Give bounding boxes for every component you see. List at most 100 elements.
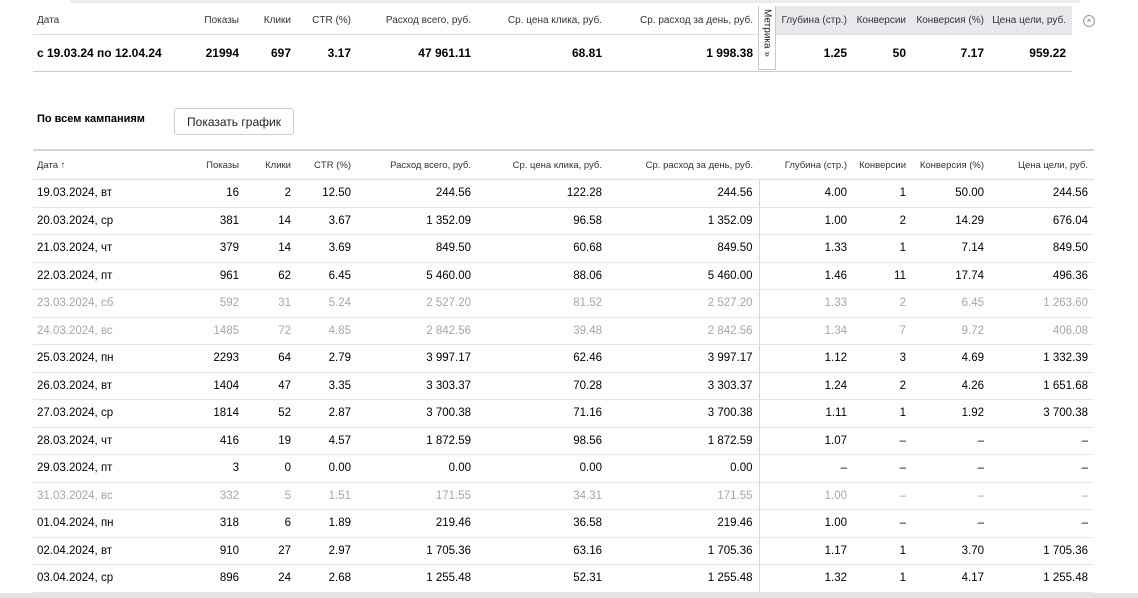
cell-conversions: 1 [853,399,912,428]
cell-impressions: 379 [183,234,245,263]
table-header-row: Дата ↑ Показы Клики CTR (%) Расход всего… [33,151,1094,180]
table-row: 21.03.2024, чт 379 14 3.69 849.50 60.68 849.50… [33,234,1094,263]
cell-avg-cpc: 96.58 [477,207,608,235]
cell-spend: 5 460.00 [357,262,477,290]
cell-conversions: 1 [853,537,912,565]
cell-goal-cost: 3 700.38 [990,399,1094,428]
cell-depth: 1.00 [759,509,853,538]
cell-ctr: 6.45 [297,262,357,290]
cell-goal-cost: 849.50 [990,234,1094,263]
header-goal-cost[interactable]: Цена цели, руб. [990,151,1094,180]
cell-goal-cost: 1 651.68 [990,372,1094,400]
table-row: 26.03.2024, вт 1404 47 3.35 3 303.37 70.28 3 3… [33,372,1094,400]
horizontal-scrollbar[interactable] [0,593,1138,598]
cell-clicks: 0 [245,454,297,483]
cell-avg-cpc: 62.46 [477,344,608,373]
cell-avg-cpc: 52.31 [477,564,608,593]
header-conv-rate[interactable]: Конверсия (%) [912,151,990,180]
cell-avg-cpc: 71.16 [477,399,608,428]
summary-header-ctr: CTR (%) [297,6,357,35]
header-spend[interactable]: Расход всего, руб. [357,151,477,180]
cell-conv-rate: 4.26 [912,372,990,400]
summary-header-avg-daily: Ср. расход за день, руб. [608,6,759,35]
cell-avg-daily: 2 842.56 [608,317,760,345]
summary-header-clicks: Клики [245,6,297,35]
summary-header-date: Дата [33,6,183,35]
cell-clicks: 31 [245,289,297,318]
cell-depth: 1.33 [759,289,853,318]
cell-date: 21.03.2024, чт [33,234,183,263]
summary-value-avg-cpc: 68.81 [477,35,608,72]
cell-conversions: 11 [853,262,912,290]
summary-value-goal-cost: 959.22 [990,35,1072,72]
header-conversions[interactable]: Конверсии [853,151,912,180]
close-circle-icon[interactable]: × [1083,15,1095,27]
summary-value-conv-rate: 7.17 [912,35,990,72]
cell-depth: 1.17 [759,537,853,565]
cell-date: 24.03.2024, вс [33,317,183,345]
cell-spend: 3 700.38 [357,399,477,428]
table-row: 24.03.2024, вс 1485 72 4.85 2 842.56 39.48 2 8… [33,317,1094,345]
cell-clicks: 5 [245,482,297,510]
cell-spend: 1 352.09 [357,207,477,235]
cell-ctr: 3.67 [297,207,357,235]
cell-avg-cpc: 88.06 [477,262,608,290]
cell-depth: 1.46 [759,262,853,290]
cell-impressions: 332 [183,482,245,510]
cell-spend: 849.50 [357,234,477,263]
cell-goal-cost: – [990,482,1094,510]
cell-spend: 1 872.59 [357,427,477,455]
cell-avg-cpc: 36.58 [477,509,608,538]
cell-conversions: 2 [853,207,912,235]
cell-depth: 1.32 [759,564,853,593]
cell-spend: 0.00 [357,454,477,483]
cell-avg-daily: 1 352.09 [608,207,760,235]
cell-date: 27.03.2024, ср [33,399,183,428]
cell-conv-rate: 50.00 [912,179,990,208]
cell-conversions: 7 [853,317,912,345]
cell-impressions: 1814 [183,399,245,428]
summary-value-spend: 47 961.11 [357,35,477,72]
cell-depth: – [759,454,853,483]
cell-conv-rate: 7.14 [912,234,990,263]
summary-header-spend: Расход всего, руб. [357,6,477,35]
summary-header-conversions: Конверсии [853,6,912,35]
cell-conv-rate: 3.70 [912,537,990,565]
cell-ctr: 2.79 [297,344,357,373]
header-ctr[interactable]: CTR (%) [297,151,357,180]
table-row: 28.03.2024, чт 416 19 4.57 1 872.59 98.56 1 87… [33,427,1094,455]
cell-ctr: 4.57 [297,427,357,455]
metrika-toggle-tab[interactable]: Метрика » [758,6,776,70]
show-chart-button[interactable]: Показать график [174,108,294,135]
table-top-border [33,149,1094,151]
cell-conv-rate: 4.69 [912,344,990,373]
cell-conv-rate: – [912,427,990,455]
summary-header-depth: Глубина (стр.) [777,6,853,35]
cell-date: 26.03.2024, вт [33,372,183,400]
table-row: 19.03.2024, вт 16 2 12.50 244.56 122.28 244.56… [33,179,1094,208]
table-row: 27.03.2024, ср 1814 52 2.87 3 700.38 71.16 3 7… [33,399,1094,428]
header-clicks[interactable]: Клики [245,151,297,180]
header-impressions[interactable]: Показы [183,151,245,180]
cell-avg-cpc: 0.00 [477,454,608,483]
cell-avg-daily: 219.46 [608,509,760,538]
metrika-toggle-label: Метрика » [761,9,773,57]
cell-conv-rate: 14.29 [912,207,990,235]
header-date-sort[interactable]: Дата ↑ [33,151,183,180]
top-scroll-edge [70,0,1080,3]
cell-clicks: 47 [245,372,297,400]
header-avg-daily[interactable]: Ср. расход за день, руб. [608,151,759,180]
header-avg-cpc[interactable]: Ср. цена клика, руб. [477,151,608,180]
cell-avg-cpc: 70.28 [477,372,608,400]
cell-impressions: 592 [183,289,245,318]
cell-ctr: 3.35 [297,372,357,400]
cell-spend: 3 997.17 [357,344,477,373]
cell-goal-cost: 1 332.39 [990,344,1094,373]
table-row: 03.04.2024, ср 896 24 2.68 1 255.48 52.31 1 25… [33,564,1094,593]
cell-goal-cost: 496.36 [990,262,1094,290]
summary-header-goal-cost: Цена цели, руб. [990,6,1072,35]
header-depth[interactable]: Глубина (стр.) [759,151,853,180]
cell-avg-cpc: 34.31 [477,482,608,510]
summary-value-impressions: 21994 [183,35,245,72]
cell-impressions: 896 [183,564,245,593]
